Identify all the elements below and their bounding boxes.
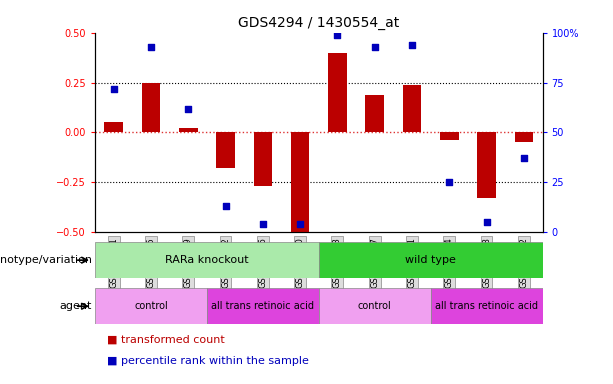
Bar (104, 122, 123, 132)
Point (221, 203, 230, 209)
Text: ■ transformed count: ■ transformed count (107, 335, 225, 345)
Point (109, 86, 118, 92)
Point (482, 219, 492, 225)
Bar (95, 242, 319, 278)
Text: control: control (358, 301, 392, 311)
Text: RARa knockout: RARa knockout (165, 255, 249, 265)
Text: ■ percentile rank within the sample: ■ percentile rank within the sample (107, 356, 309, 366)
Point (183, 106, 193, 112)
Point (444, 179, 454, 185)
Bar (365, 94, 384, 132)
Title: GDS4294 / 1430554_at: GDS4294 / 1430554_at (238, 16, 400, 30)
Text: all trans retinoic acid: all trans retinoic acid (435, 301, 538, 311)
Text: wild type: wild type (405, 255, 456, 265)
Point (295, 221, 305, 227)
Bar (440, 132, 459, 141)
Bar (430, 288, 543, 324)
Bar (478, 132, 496, 199)
Text: all trans retinoic acid: all trans retinoic acid (211, 301, 314, 311)
Bar (216, 132, 235, 169)
Text: control: control (134, 301, 168, 311)
Point (146, 43, 156, 50)
Bar (403, 84, 421, 132)
Point (370, 43, 379, 50)
Text: genotype/variation: genotype/variation (0, 255, 92, 265)
Bar (95, 288, 207, 324)
Bar (142, 83, 160, 132)
Point (332, 31, 342, 38)
Bar (514, 132, 533, 142)
Bar (207, 288, 319, 324)
Bar (291, 132, 310, 232)
Bar (179, 129, 197, 132)
Text: agent: agent (59, 301, 92, 311)
Point (258, 221, 268, 227)
Bar (328, 53, 347, 132)
Point (407, 41, 417, 48)
Bar (254, 132, 272, 186)
Bar (319, 242, 543, 278)
Point (519, 156, 529, 162)
Bar (319, 288, 430, 324)
